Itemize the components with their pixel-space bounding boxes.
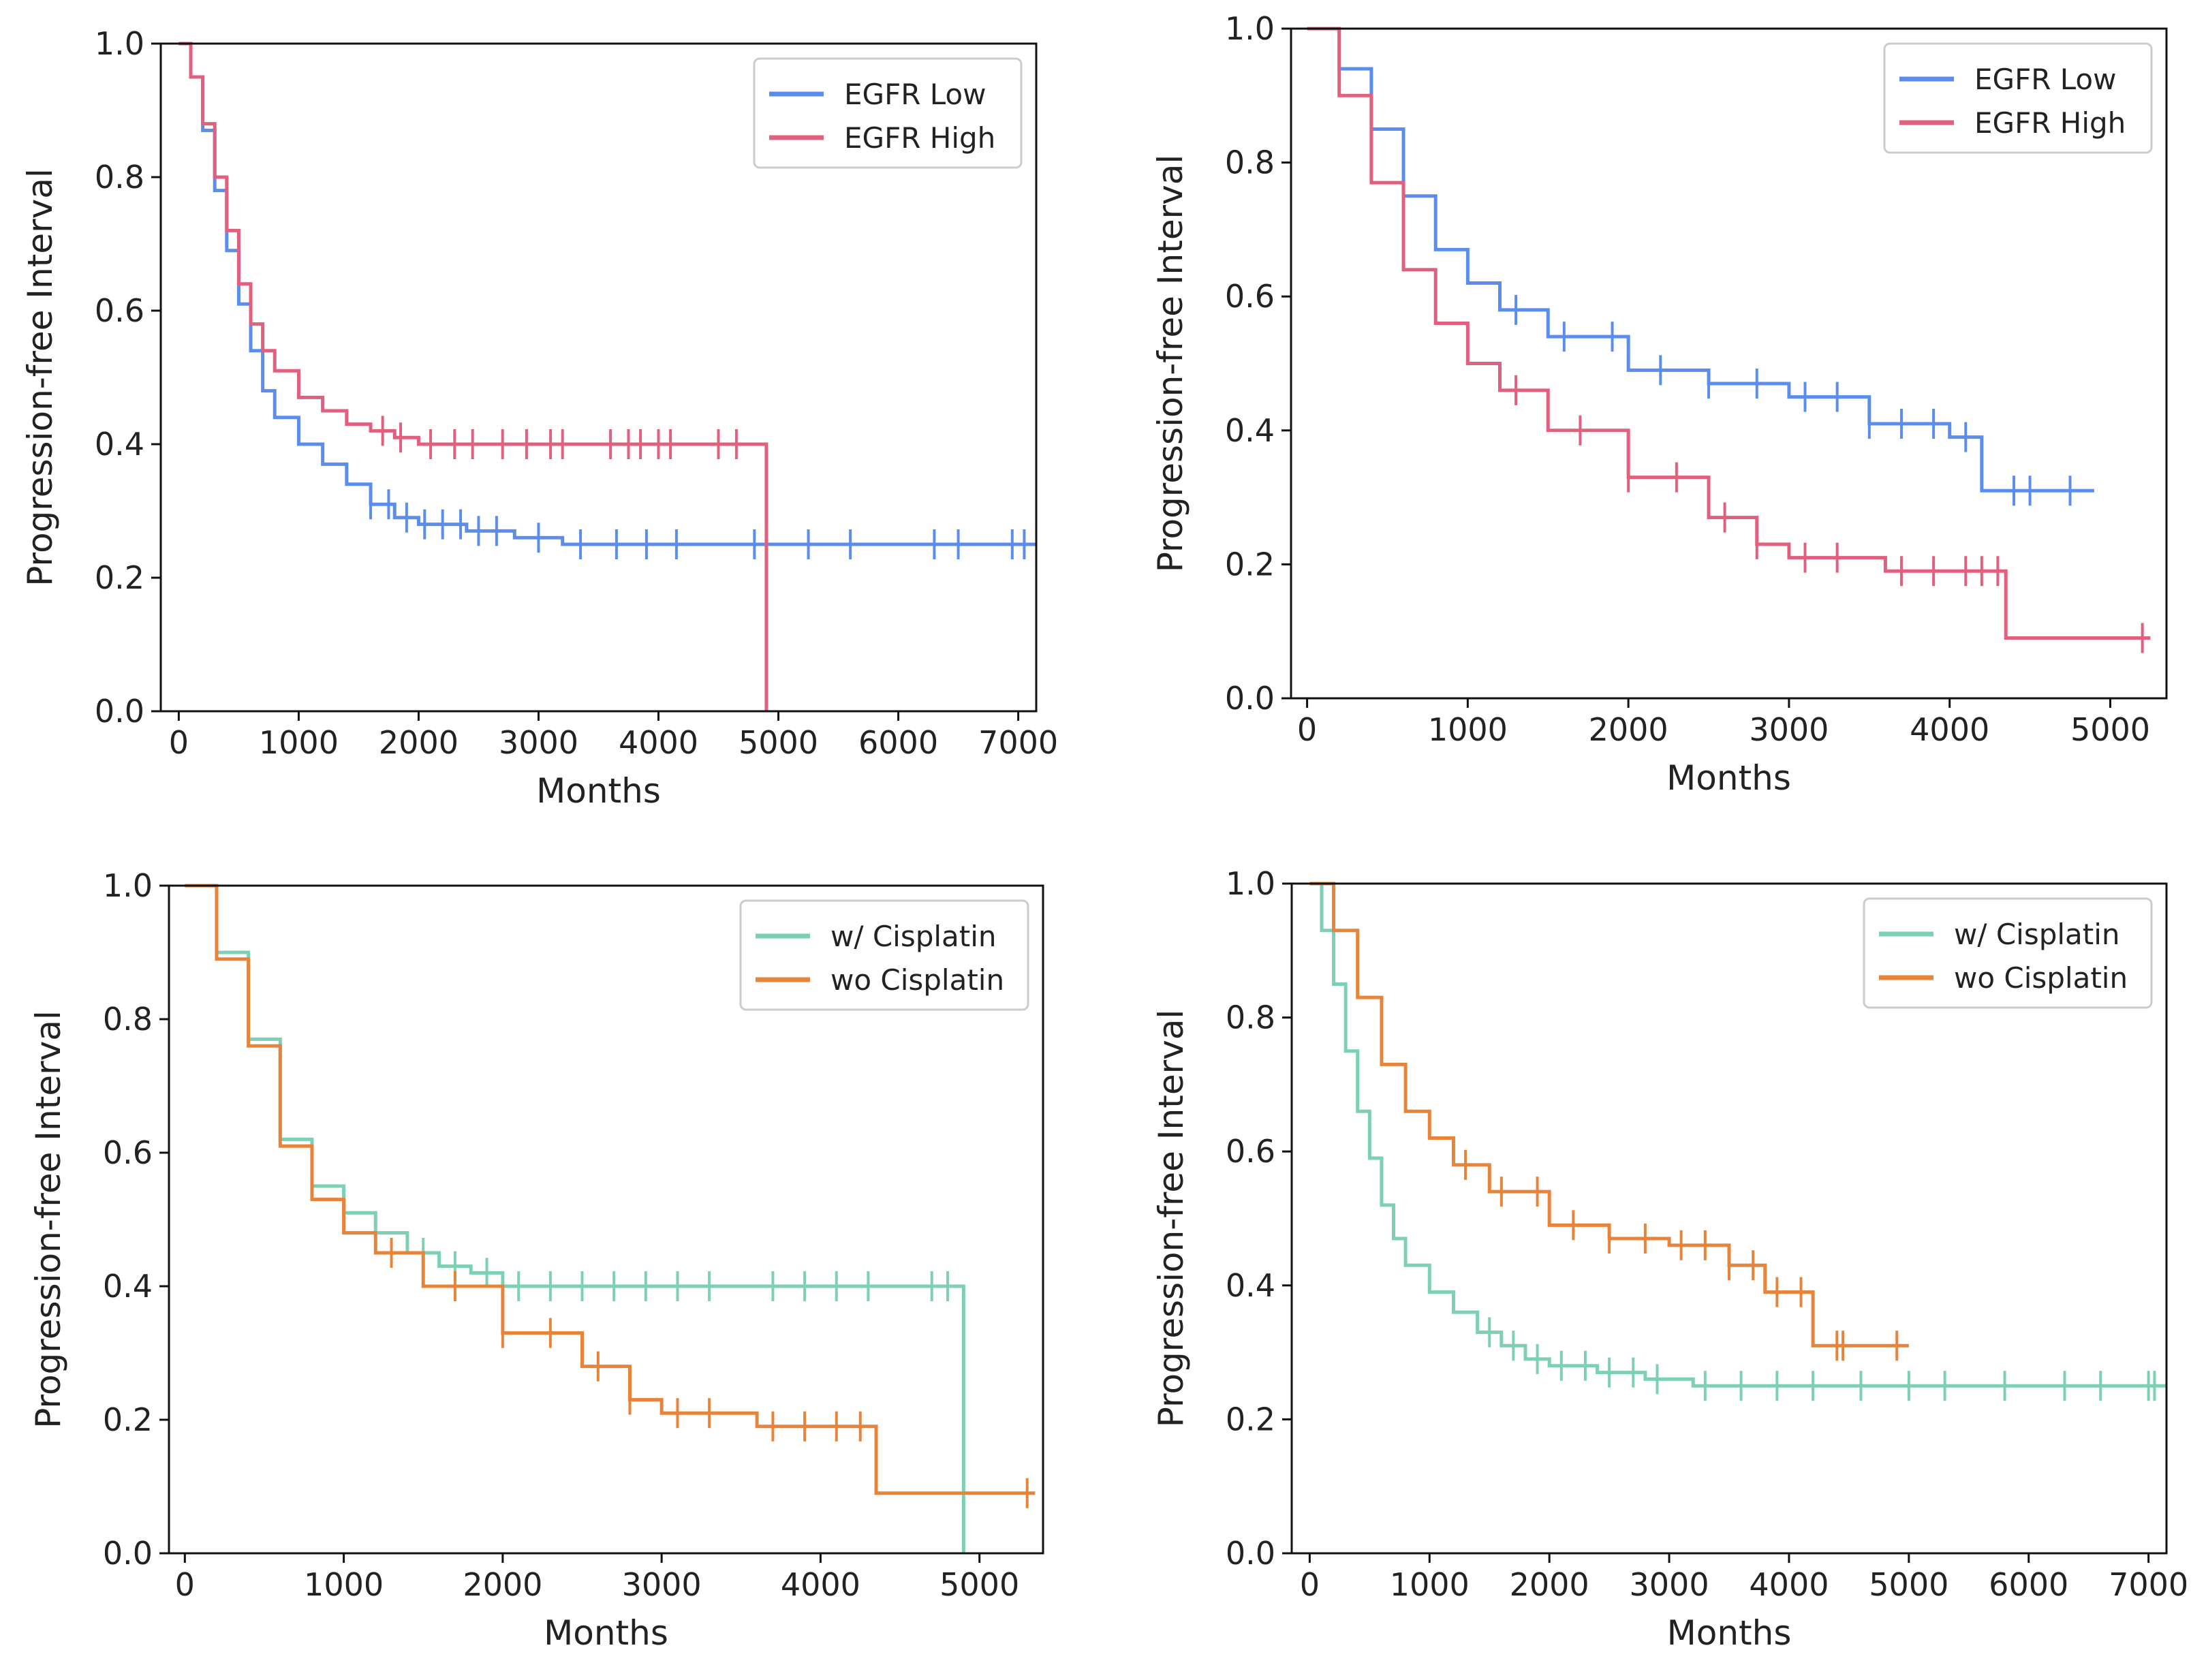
y-tick-label: 0.8 bbox=[103, 1001, 153, 1038]
series-egfr-low bbox=[178, 42, 1036, 559]
legend-box bbox=[753, 57, 1023, 169]
y-tick-label: 1.0 bbox=[1225, 10, 1275, 47]
legend-box bbox=[1883, 42, 2153, 154]
legend-label: wo Cisplatin bbox=[830, 963, 1004, 997]
y-tick-label: 0.8 bbox=[1225, 144, 1275, 181]
x-axis-label: Months bbox=[1667, 1613, 1792, 1653]
x-tick-label: 2000 bbox=[1589, 711, 1668, 748]
plot-frame bbox=[1290, 27, 2168, 700]
chart-panel-4: 0 1000 2000 3000 4000 5000 6000 7000 0.0 0.2 0.4 0.… bbox=[1151, 865, 2188, 1653]
legend-label: wo Cisplatin bbox=[1954, 961, 2128, 995]
series-wo-cisplatin bbox=[185, 884, 1036, 1508]
y-tick-label: 0.2 bbox=[103, 1401, 153, 1438]
y-tick-label: 0.4 bbox=[95, 426, 144, 463]
series-egfr-low bbox=[1307, 27, 2094, 506]
chart-panel-2: 0 1000 2000 3000 4000 5000 0.0 0.2 0.4 0.6 0.8 1.0 M… bbox=[1151, 10, 2168, 798]
series-egfr-high bbox=[1307, 27, 2151, 653]
legend-label: w/ Cisplatin bbox=[1954, 918, 2120, 951]
survival-curve bbox=[178, 42, 768, 711]
x-tick-label: 5000 bbox=[1869, 1566, 1948, 1603]
y-tick-label: 0.2 bbox=[1225, 546, 1275, 582]
series-egfr-high bbox=[178, 42, 768, 711]
x-tick-label: 1000 bbox=[259, 724, 339, 761]
x-tick-label: 4000 bbox=[1910, 711, 1989, 748]
y-tick-label: 0.6 bbox=[95, 292, 144, 329]
x-tick-label: 7000 bbox=[978, 724, 1058, 761]
x-axis-label: Months bbox=[536, 771, 661, 811]
x-tick-label: 0 bbox=[1297, 711, 1317, 748]
x-tick-label: 1000 bbox=[304, 1566, 384, 1603]
x-tick-label: 4000 bbox=[619, 724, 698, 761]
x-tick-label: 3000 bbox=[622, 1566, 702, 1603]
x-tick-label: 5000 bbox=[939, 1566, 1019, 1603]
legend: EGFR Low EGFR High bbox=[1883, 42, 2153, 154]
x-tick-label: 2000 bbox=[1510, 1566, 1589, 1603]
y-tick-label: 0.4 bbox=[103, 1268, 153, 1305]
y-tick-label: 0.6 bbox=[103, 1134, 153, 1171]
x-tick-label: 4000 bbox=[781, 1566, 860, 1603]
y-tick-label: 0.4 bbox=[1225, 412, 1275, 449]
y-axis-label: Progression-free Interval bbox=[1151, 155, 1190, 573]
x-tick-label: 6000 bbox=[858, 724, 938, 761]
y-tick-label: 1.0 bbox=[1226, 865, 1275, 902]
legend-label: EGFR Low bbox=[1974, 63, 2116, 96]
legend-box bbox=[739, 899, 1029, 1011]
x-tick-label: 2000 bbox=[379, 724, 459, 761]
legend-label: EGFR Low bbox=[844, 78, 986, 111]
x-tick-label: 5000 bbox=[2070, 711, 2150, 748]
x-axis-label: Months bbox=[1666, 758, 1791, 798]
chart-panel-1: 0 1000 2000 3000 4000 5000 6000 7000 0.0 0.2 0.4 0.… bbox=[20, 25, 1058, 811]
legend-label: EGFR High bbox=[844, 121, 995, 155]
legend: w/ Cisplatin wo Cisplatin bbox=[1863, 897, 2153, 1009]
y-tick-label: 0.0 bbox=[103, 1535, 153, 1572]
x-tick-label: 6000 bbox=[1989, 1566, 2068, 1603]
legend: EGFR Low EGFR High bbox=[753, 57, 1023, 169]
series-wo-cisplatin bbox=[1309, 882, 1909, 1361]
y-tick-label: 0.6 bbox=[1226, 1133, 1275, 1170]
x-tick-label: 4000 bbox=[1749, 1566, 1829, 1603]
series-w-cisplatin bbox=[1309, 882, 2166, 1401]
y-tick-label: 1.0 bbox=[95, 25, 144, 62]
survival-curve bbox=[1307, 27, 2094, 493]
legend-label: EGFR High bbox=[1974, 106, 2126, 140]
y-tick-label: 0.0 bbox=[1226, 1535, 1275, 1572]
plot-frame bbox=[159, 42, 1038, 713]
y-tick-label: 0.2 bbox=[95, 559, 144, 596]
survival-curve bbox=[1309, 882, 1909, 1348]
legend-label: w/ Cisplatin bbox=[830, 920, 997, 953]
chart-panel-3: 0 1000 2000 3000 4000 5000 0.0 0.2 0.4 0.6 0.8 1.0 M… bbox=[29, 867, 1044, 1653]
y-tick-label: 0.0 bbox=[1225, 680, 1275, 717]
legend-box bbox=[1863, 897, 2153, 1009]
y-tick-label: 0.8 bbox=[95, 159, 144, 196]
x-tick-label: 3000 bbox=[1630, 1566, 1709, 1603]
y-tick-label: 0.8 bbox=[1226, 999, 1275, 1036]
y-axis-label: Progression-free Interval bbox=[29, 1010, 68, 1429]
plot-frame bbox=[1290, 882, 2168, 1555]
survival-curve bbox=[178, 42, 1036, 546]
x-tick-label: 3000 bbox=[1749, 711, 1829, 748]
x-tick-label: 1000 bbox=[1428, 711, 1508, 748]
x-tick-label: 3000 bbox=[499, 724, 578, 761]
legend: w/ Cisplatin wo Cisplatin bbox=[739, 899, 1029, 1011]
y-tick-label: 0.2 bbox=[1226, 1401, 1275, 1437]
x-tick-label: 0 bbox=[1300, 1566, 1320, 1603]
x-tick-label: 0 bbox=[175, 1566, 195, 1603]
x-tick-label: 7000 bbox=[2109, 1566, 2188, 1603]
x-axis-label: Months bbox=[544, 1613, 668, 1653]
y-tick-label: 1.0 bbox=[103, 867, 153, 904]
survival-curve bbox=[1309, 882, 2166, 1388]
x-tick-label: 5000 bbox=[739, 724, 818, 761]
y-axis-label: Progression-free Interval bbox=[20, 168, 60, 587]
y-tick-label: 0.6 bbox=[1225, 278, 1275, 315]
y-tick-label: 0.0 bbox=[95, 693, 144, 730]
y-tick-label: 0.4 bbox=[1226, 1267, 1275, 1304]
x-tick-label: 0 bbox=[169, 724, 189, 761]
x-tick-label: 2000 bbox=[463, 1566, 542, 1603]
y-axis-label: Progression-free Interval bbox=[1151, 1010, 1191, 1428]
x-tick-label: 1000 bbox=[1390, 1566, 1470, 1603]
plot-frame bbox=[168, 884, 1044, 1555]
